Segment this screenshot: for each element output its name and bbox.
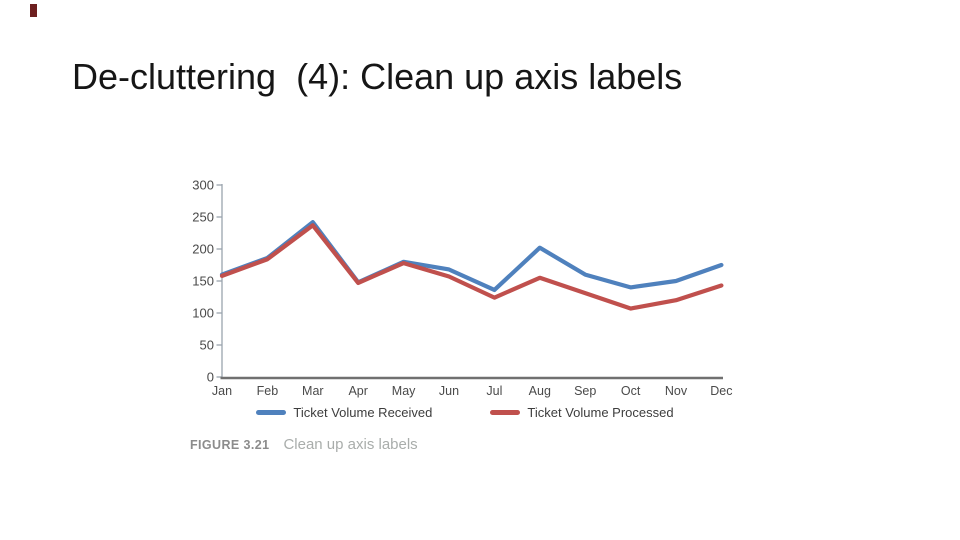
legend-item-processed: Ticket Volume Processed [490, 405, 674, 420]
line-chart-figure: 0 50 100 150 200 250 300 Jan Feb Mar Apr May Jun Jul A… [185, 172, 745, 454]
y-axis-label: 100 [192, 306, 214, 321]
x-axis-label: Sep [574, 384, 596, 398]
legend-swatch-received [256, 410, 287, 415]
x-axis-label: Oct [621, 384, 641, 398]
x-axis-label: Aug [529, 384, 551, 398]
series-line-1 [219, 223, 724, 311]
y-axis-label: 300 [192, 178, 214, 193]
x-axis-label: Mar [302, 384, 324, 398]
slide-title: De-cluttering (4): Clean up axis labels [72, 56, 683, 97]
x-axis-label: Jan [212, 384, 232, 398]
line-chart: 0 50 100 150 200 250 300 Jan Feb Mar Apr May Jun Jul A… [192, 178, 732, 399]
figure-caption-number: FIGURE 3.21 [190, 438, 270, 452]
slide-accent-mark [30, 4, 37, 17]
y-axis-label: 50 [200, 338, 214, 353]
figure-caption-text: Clean up axis labels [283, 436, 418, 453]
figure-caption: FIGURE 3.21 Clean up axis labels [185, 436, 745, 453]
x-axis-label: Jul [486, 384, 502, 398]
x-axis-label: Jun [439, 384, 459, 398]
legend-item-received: Ticket Volume Received [256, 405, 432, 420]
y-axis-label: 200 [192, 242, 214, 257]
x-axis-label: Feb [257, 384, 279, 398]
y-axis-label: 150 [192, 274, 214, 289]
y-axis-label: 250 [192, 210, 214, 225]
legend-label-processed: Ticket Volume Processed [527, 405, 674, 420]
x-axis-label: Dec [710, 384, 732, 398]
chart-legend: Ticket Volume Received Ticket Volume Pro… [185, 405, 745, 420]
x-axis-label: May [392, 384, 416, 398]
series-line-0 [219, 220, 724, 293]
legend-swatch-processed [490, 410, 521, 415]
x-axis-label: Nov [665, 384, 688, 398]
legend-label-received: Ticket Volume Received [293, 405, 433, 420]
y-axis-label: 0 [207, 370, 214, 385]
x-axis-label: Apr [348, 384, 367, 398]
